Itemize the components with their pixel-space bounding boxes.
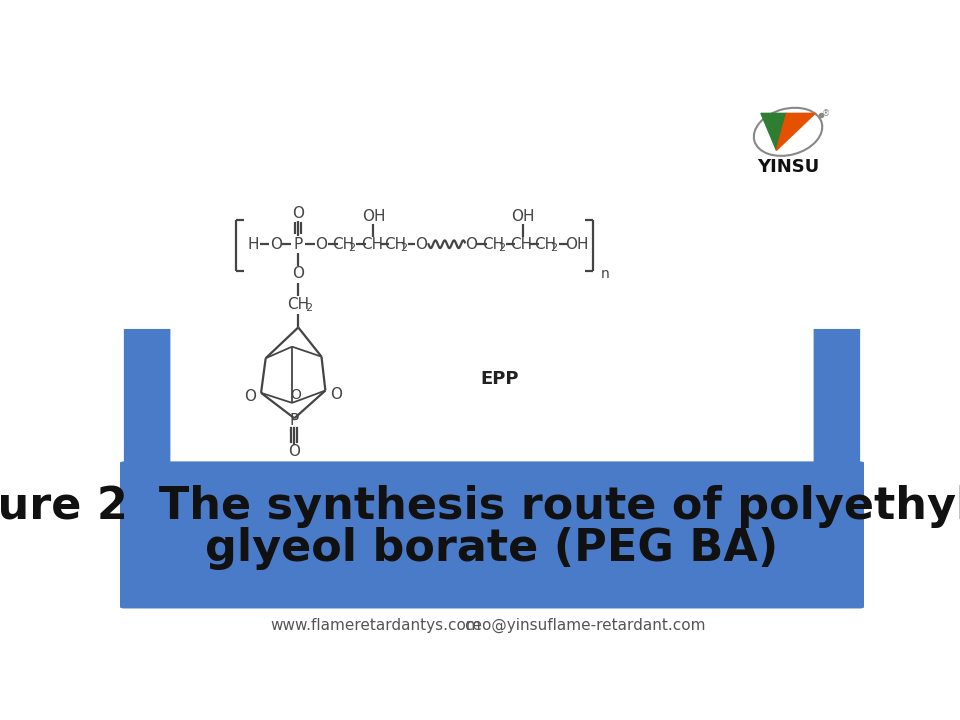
Text: P: P	[290, 413, 299, 428]
Text: CH: CH	[384, 237, 406, 252]
Text: O: O	[270, 237, 282, 252]
Text: O: O	[244, 390, 256, 404]
FancyBboxPatch shape	[814, 329, 860, 472]
Text: P: P	[294, 237, 302, 252]
Text: O: O	[330, 387, 342, 402]
Text: O: O	[292, 266, 304, 281]
Text: O: O	[291, 388, 301, 402]
Text: OH: OH	[512, 209, 535, 224]
Text: CH: CH	[511, 237, 533, 252]
Text: CH: CH	[287, 297, 309, 312]
Text: O: O	[316, 237, 327, 252]
Polygon shape	[761, 113, 786, 150]
Text: CH: CH	[361, 237, 383, 252]
Text: 2: 2	[550, 243, 558, 253]
Text: YINSU: YINSU	[756, 158, 819, 176]
Text: O: O	[416, 237, 427, 252]
Text: glyeol borate (PEG BA): glyeol borate (PEG BA)	[205, 527, 779, 570]
Text: OH: OH	[564, 237, 588, 252]
Text: EPP: EPP	[481, 370, 519, 388]
Text: O: O	[292, 206, 304, 221]
Text: 2: 2	[348, 243, 355, 253]
Text: ®: ®	[822, 109, 830, 118]
Text: 2: 2	[304, 303, 312, 313]
Text: 2: 2	[497, 243, 505, 253]
Text: Figure 2  The synthesis route of polyethylene: Figure 2 The synthesis route of polyethy…	[0, 485, 960, 528]
Text: www.flameretardantys.com: www.flameretardantys.com	[271, 618, 481, 633]
Text: CH: CH	[332, 237, 354, 252]
Text: O: O	[465, 237, 477, 252]
FancyBboxPatch shape	[124, 329, 170, 472]
Text: O: O	[288, 444, 300, 459]
Text: CH: CH	[535, 237, 557, 252]
Text: CH: CH	[482, 237, 504, 252]
Text: n: n	[601, 266, 610, 281]
Polygon shape	[777, 113, 815, 150]
Text: OH: OH	[362, 209, 385, 224]
Text: 2: 2	[400, 243, 407, 253]
Text: ceo@yinsuflame-retardant.com: ceo@yinsuflame-retardant.com	[465, 618, 706, 633]
FancyBboxPatch shape	[118, 462, 866, 608]
Text: H: H	[248, 237, 259, 252]
